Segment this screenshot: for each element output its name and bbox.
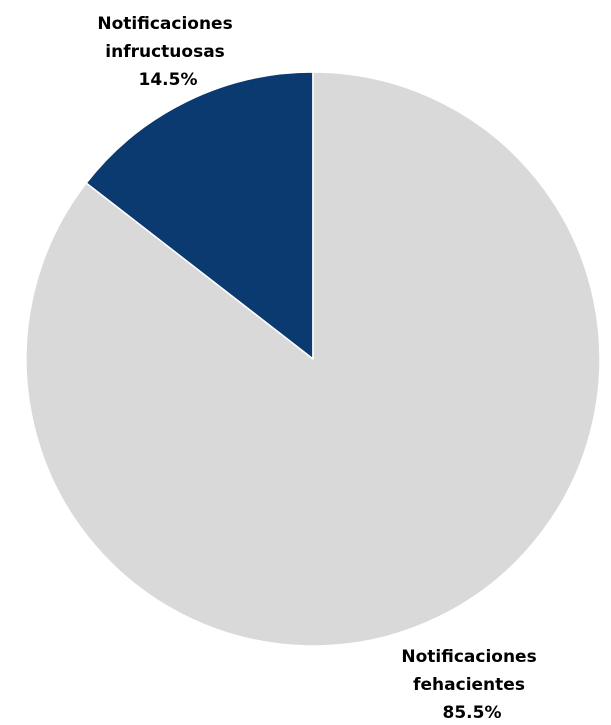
slice-label-infructuosas-line-2: infructuosas xyxy=(105,42,225,62)
slice-value-infructuosas: 14.5% xyxy=(139,70,198,90)
slice-label-fehacientes-line-1: Notificaciones xyxy=(401,647,536,667)
slice-value-fehacientes: 85.5% xyxy=(443,703,502,721)
slice-label-fehacientes-line-2: fehacientes xyxy=(413,675,525,695)
pie-slice-infructuosas xyxy=(85,71,314,360)
slice-label-fehacientes: Notificaciones fehacientes 85.5% xyxy=(401,647,542,721)
pie-labels: Notificaciones infructuosas 14.5% Notifi… xyxy=(97,14,542,723)
slice-label-infructuosas: Notificaciones infructuosas 14.5% xyxy=(97,14,238,90)
pie-slice-fehacientes xyxy=(25,71,601,647)
slice-label-infructuosas-line-1: Notificaciones xyxy=(97,14,232,34)
pie-slices xyxy=(25,71,601,647)
